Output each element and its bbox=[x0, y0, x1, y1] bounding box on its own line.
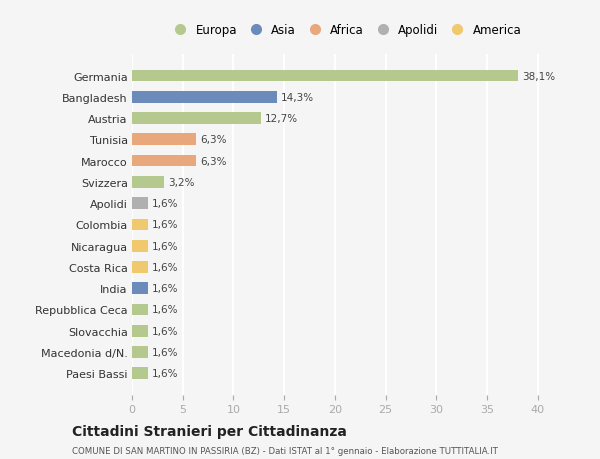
Text: Cittadini Stranieri per Cittadinanza: Cittadini Stranieri per Cittadinanza bbox=[72, 425, 347, 438]
Text: 3,2%: 3,2% bbox=[169, 178, 195, 187]
Text: 1,6%: 1,6% bbox=[152, 347, 179, 357]
Text: 38,1%: 38,1% bbox=[523, 71, 556, 81]
Bar bbox=[132, 241, 148, 252]
Bar bbox=[132, 156, 196, 167]
Bar bbox=[132, 177, 164, 188]
Text: COMUNE DI SAN MARTINO IN PASSIRIA (BZ) - Dati ISTAT al 1° gennaio - Elaborazione: COMUNE DI SAN MARTINO IN PASSIRIA (BZ) -… bbox=[72, 446, 498, 455]
Text: 1,6%: 1,6% bbox=[152, 199, 179, 209]
Text: 12,7%: 12,7% bbox=[265, 114, 298, 124]
Legend: Europa, Asia, Africa, Apolidi, America: Europa, Asia, Africa, Apolidi, America bbox=[165, 20, 525, 40]
Text: 6,3%: 6,3% bbox=[200, 156, 226, 166]
Text: 1,6%: 1,6% bbox=[152, 326, 179, 336]
Bar bbox=[132, 219, 148, 231]
Bar bbox=[132, 304, 148, 316]
Bar bbox=[132, 368, 148, 379]
Bar bbox=[132, 283, 148, 294]
Bar bbox=[132, 262, 148, 273]
Text: 14,3%: 14,3% bbox=[281, 93, 314, 102]
Bar bbox=[132, 325, 148, 337]
Text: 1,6%: 1,6% bbox=[152, 241, 179, 251]
Text: 6,3%: 6,3% bbox=[200, 135, 226, 145]
Bar bbox=[132, 113, 261, 125]
Bar bbox=[132, 347, 148, 358]
Text: 1,6%: 1,6% bbox=[152, 305, 179, 315]
Bar bbox=[132, 92, 277, 103]
Text: 1,6%: 1,6% bbox=[152, 369, 179, 379]
Text: 1,6%: 1,6% bbox=[152, 263, 179, 272]
Bar bbox=[132, 134, 196, 146]
Bar bbox=[132, 198, 148, 209]
Bar bbox=[132, 71, 518, 82]
Text: 1,6%: 1,6% bbox=[152, 284, 179, 294]
Text: 1,6%: 1,6% bbox=[152, 220, 179, 230]
